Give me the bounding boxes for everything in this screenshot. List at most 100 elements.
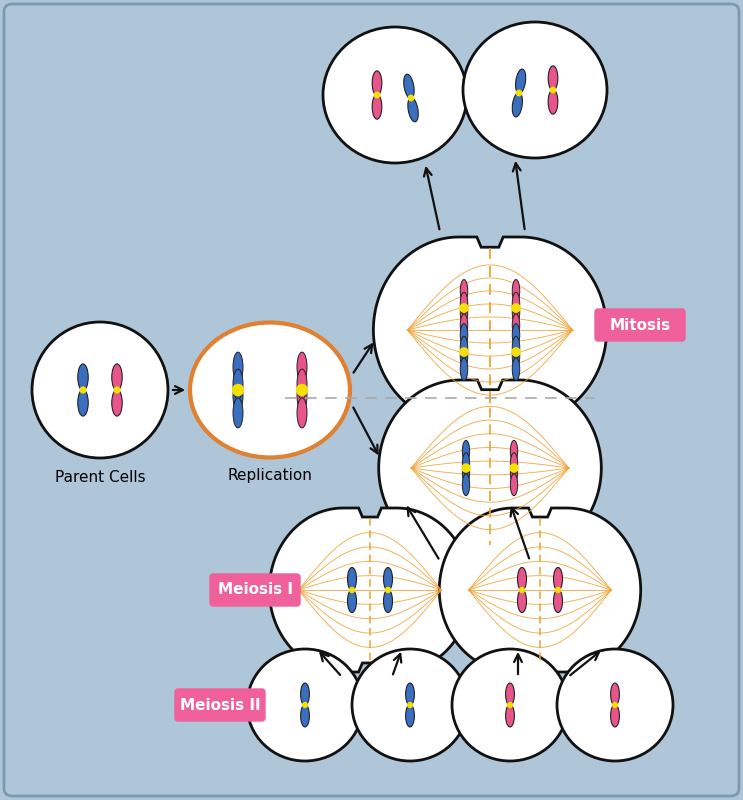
Ellipse shape bbox=[301, 705, 309, 727]
Ellipse shape bbox=[297, 381, 307, 411]
Ellipse shape bbox=[452, 649, 568, 761]
Ellipse shape bbox=[611, 705, 620, 727]
Ellipse shape bbox=[548, 66, 558, 90]
Ellipse shape bbox=[403, 74, 414, 98]
Ellipse shape bbox=[462, 440, 470, 462]
Polygon shape bbox=[374, 237, 606, 423]
Circle shape bbox=[296, 385, 308, 395]
Circle shape bbox=[551, 87, 556, 93]
Ellipse shape bbox=[462, 462, 470, 483]
Ellipse shape bbox=[372, 71, 382, 95]
Circle shape bbox=[460, 304, 468, 312]
Ellipse shape bbox=[510, 462, 518, 483]
Circle shape bbox=[510, 464, 518, 472]
Ellipse shape bbox=[512, 314, 520, 337]
Ellipse shape bbox=[460, 345, 468, 368]
Circle shape bbox=[386, 587, 391, 593]
Ellipse shape bbox=[406, 683, 415, 706]
Polygon shape bbox=[379, 380, 601, 556]
Ellipse shape bbox=[78, 390, 88, 416]
Ellipse shape bbox=[512, 292, 520, 315]
Ellipse shape bbox=[233, 369, 243, 399]
Text: Mitosis: Mitosis bbox=[609, 318, 671, 333]
Circle shape bbox=[462, 464, 470, 472]
Ellipse shape bbox=[233, 398, 243, 428]
Ellipse shape bbox=[510, 440, 518, 462]
Ellipse shape bbox=[78, 364, 88, 390]
Ellipse shape bbox=[460, 336, 468, 359]
Ellipse shape bbox=[505, 705, 514, 727]
Ellipse shape bbox=[512, 336, 520, 359]
Circle shape bbox=[374, 92, 380, 98]
Ellipse shape bbox=[247, 649, 363, 761]
Circle shape bbox=[512, 304, 520, 312]
Ellipse shape bbox=[512, 358, 520, 381]
Ellipse shape bbox=[297, 398, 307, 428]
Text: Meiosis II: Meiosis II bbox=[180, 698, 260, 713]
FancyBboxPatch shape bbox=[4, 4, 739, 796]
Ellipse shape bbox=[383, 567, 392, 590]
Ellipse shape bbox=[301, 683, 309, 706]
FancyBboxPatch shape bbox=[595, 309, 685, 341]
Ellipse shape bbox=[460, 279, 468, 302]
Circle shape bbox=[302, 702, 308, 707]
Circle shape bbox=[349, 587, 354, 593]
Ellipse shape bbox=[348, 590, 357, 613]
FancyBboxPatch shape bbox=[175, 689, 265, 721]
Ellipse shape bbox=[190, 322, 350, 458]
Ellipse shape bbox=[460, 292, 468, 315]
FancyBboxPatch shape bbox=[210, 574, 300, 606]
Ellipse shape bbox=[32, 322, 168, 458]
Circle shape bbox=[409, 95, 414, 101]
Ellipse shape bbox=[512, 279, 520, 302]
Circle shape bbox=[507, 702, 513, 707]
Ellipse shape bbox=[460, 323, 468, 346]
Ellipse shape bbox=[460, 301, 468, 324]
Circle shape bbox=[408, 702, 412, 707]
Ellipse shape bbox=[557, 649, 673, 761]
Ellipse shape bbox=[462, 453, 470, 474]
Ellipse shape bbox=[517, 590, 527, 613]
Ellipse shape bbox=[323, 27, 467, 163]
Text: Meiosis I: Meiosis I bbox=[218, 582, 293, 598]
Polygon shape bbox=[439, 508, 640, 672]
Ellipse shape bbox=[554, 590, 562, 613]
Circle shape bbox=[233, 385, 244, 395]
Ellipse shape bbox=[512, 345, 520, 368]
Ellipse shape bbox=[554, 567, 562, 590]
Circle shape bbox=[556, 587, 560, 593]
Text: Replication: Replication bbox=[227, 468, 313, 483]
Ellipse shape bbox=[460, 358, 468, 381]
Ellipse shape bbox=[512, 93, 522, 117]
Ellipse shape bbox=[512, 301, 520, 324]
Ellipse shape bbox=[406, 705, 415, 727]
Ellipse shape bbox=[297, 352, 307, 382]
Ellipse shape bbox=[408, 98, 418, 122]
Circle shape bbox=[114, 387, 120, 393]
Ellipse shape bbox=[505, 683, 514, 706]
Circle shape bbox=[612, 702, 617, 707]
Ellipse shape bbox=[233, 352, 243, 382]
Ellipse shape bbox=[611, 683, 620, 706]
Ellipse shape bbox=[510, 474, 518, 496]
Circle shape bbox=[80, 387, 86, 393]
Ellipse shape bbox=[463, 22, 607, 158]
Polygon shape bbox=[269, 508, 471, 672]
Ellipse shape bbox=[516, 69, 526, 94]
Ellipse shape bbox=[517, 567, 527, 590]
Ellipse shape bbox=[352, 649, 468, 761]
Ellipse shape bbox=[348, 567, 357, 590]
Ellipse shape bbox=[297, 369, 307, 399]
Ellipse shape bbox=[510, 453, 518, 474]
Ellipse shape bbox=[383, 590, 392, 613]
Ellipse shape bbox=[462, 474, 470, 496]
Ellipse shape bbox=[111, 364, 123, 390]
Ellipse shape bbox=[111, 390, 123, 416]
Ellipse shape bbox=[372, 94, 382, 119]
Ellipse shape bbox=[460, 314, 468, 337]
Ellipse shape bbox=[233, 381, 243, 411]
Ellipse shape bbox=[548, 90, 558, 114]
Circle shape bbox=[519, 587, 525, 593]
Ellipse shape bbox=[512, 323, 520, 346]
Text: Parent Cells: Parent Cells bbox=[55, 470, 146, 485]
